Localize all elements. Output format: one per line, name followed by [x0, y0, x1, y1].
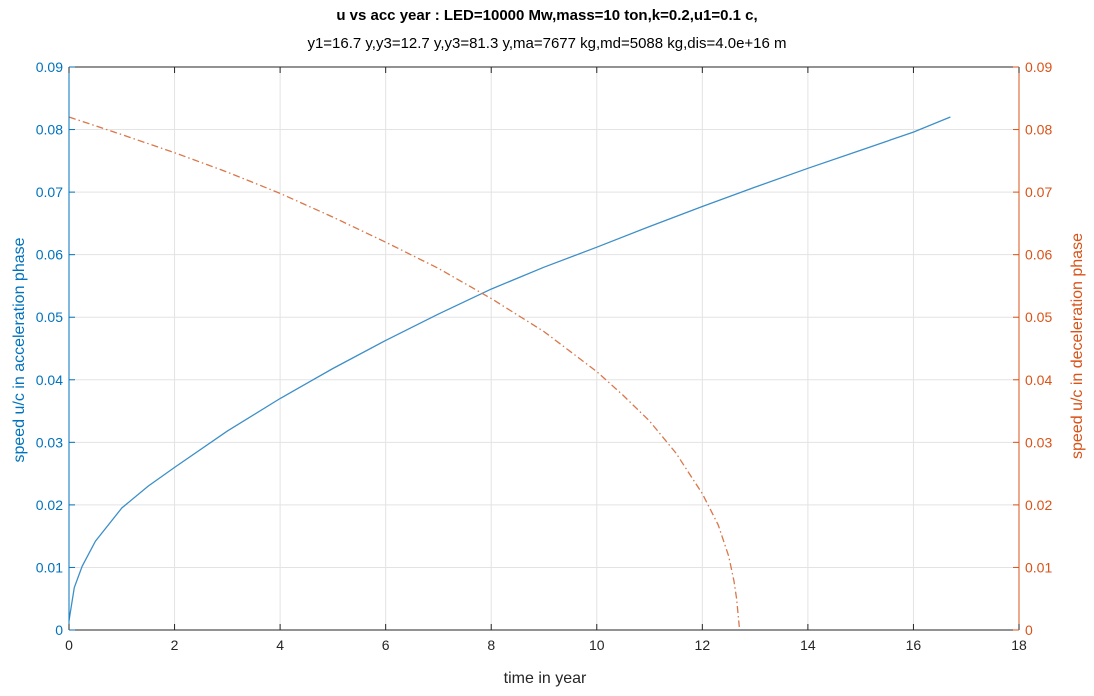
- y-tick-label-right: 0.06: [1025, 247, 1052, 263]
- y-tick-label-left: 0.03: [36, 434, 63, 450]
- y-tick-label-left: 0.01: [36, 559, 63, 575]
- x-tick-label: 4: [276, 637, 284, 653]
- x-tick-label: 2: [171, 637, 179, 653]
- acceleration-series-line: [68, 116, 951, 621]
- x-tick-label: 12: [695, 637, 711, 653]
- x-tick-label: 0: [65, 637, 73, 653]
- ticks-layer: 0 2 4 6 8 10 12 14 16 1800.010.020.030.040.050.06…: [36, 59, 1053, 653]
- y-tick-label-left: 0.05: [36, 309, 63, 325]
- y-axis-label-right: speed u/c in deceleration phase: [1069, 233, 1086, 459]
- y-tick-label-right: 0.09: [1025, 59, 1052, 75]
- y-tick-label-right: 0: [1025, 622, 1033, 638]
- y-tick-label-left: 0.07: [36, 184, 63, 200]
- y-axis-label-left: speed u/c in acceleration phase: [11, 237, 28, 462]
- x-tick-label: 18: [1011, 637, 1027, 653]
- y-tick-label-left: 0.04: [36, 372, 63, 388]
- y-tick-label-right: 0.01: [1025, 559, 1052, 575]
- y-tick-label-right: 0.05: [1025, 309, 1052, 325]
- y-tick-label-left: 0.09: [36, 59, 63, 75]
- x-tick-label: 6: [382, 637, 390, 653]
- y-tick-label-left: 0: [55, 622, 63, 638]
- y-tick-label-right: 0.08: [1025, 122, 1052, 138]
- y-tick-label-right: 0.04: [1025, 372, 1052, 388]
- chart-title: u vs acc year : LED=10000 Mw,mass=10 ton…: [336, 7, 757, 24]
- x-axis-label: time in year: [504, 670, 587, 687]
- x-tick-label: 10: [589, 637, 605, 653]
- chart-subtitle: y1=16.7 y,y3=12.7 y,y3=81.3 y,ma=7677 kg…: [307, 35, 786, 52]
- x-tick-label: 14: [800, 637, 816, 653]
- y-tick-label-left: 0.06: [36, 247, 63, 263]
- grid-layer: [68, 66, 1020, 631]
- deceleration-series-line: [68, 116, 740, 627]
- x-tick-label: 16: [906, 637, 922, 653]
- x-tick-label: 8: [487, 637, 495, 653]
- y-tick-label-right: 0.07: [1025, 184, 1052, 200]
- y-tick-label-left: 0.08: [36, 122, 63, 138]
- y-tick-label-right: 0.02: [1025, 497, 1052, 513]
- frame-layer: [68, 66, 1020, 631]
- series-layer: [68, 116, 951, 627]
- y-tick-label-left: 0.02: [36, 497, 63, 513]
- y-tick-label-right: 0.03: [1025, 434, 1052, 450]
